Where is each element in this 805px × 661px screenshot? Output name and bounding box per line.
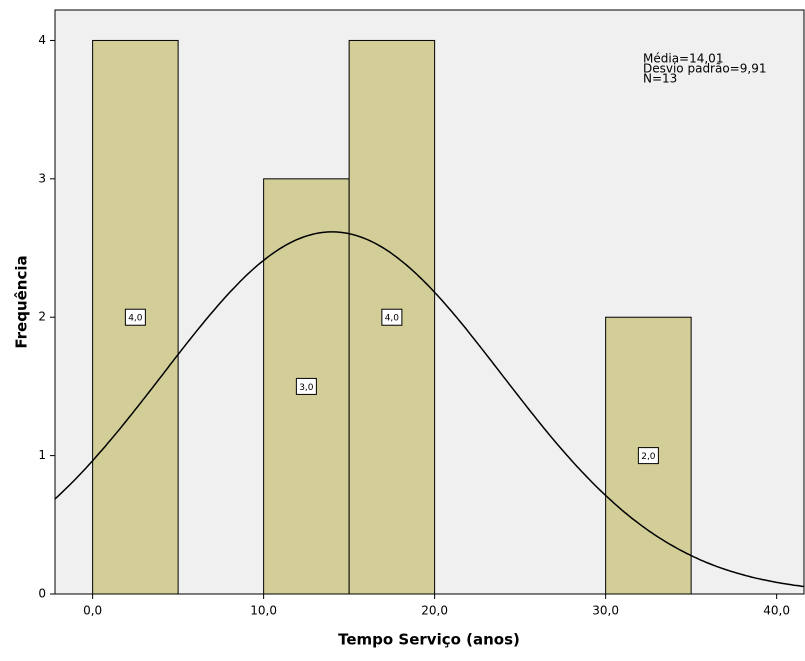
value-label-box [637,447,659,465]
y-tick-label: 1 [38,448,46,462]
value-label: 4,0 [128,314,143,324]
x-tick-label: 10,0 [250,604,277,618]
value-label: 3,0 [299,383,314,393]
value-label: 2,0 [641,452,656,462]
y-tick-label: 2 [38,310,46,324]
value-label-box [381,308,403,326]
annotation: Desvio padrão=9,91 [643,62,766,76]
x-tick-label: 20,0 [421,604,448,618]
x-tick-label: 0,0 [83,604,102,618]
normal-curve [54,231,805,588]
x-tick-label: 30,0 [592,604,619,618]
annotation: Média=14,01 [643,52,723,66]
value-label: 4,0 [385,314,400,324]
x-tick-label: 40,0 [763,604,790,618]
y-tick-label: 3 [38,171,46,185]
y-axis-label: Frequência [13,255,31,348]
value-label-box [124,308,146,326]
y-tick-label: 4 [38,33,46,47]
y-tick-label: 0 [38,587,46,601]
x-axis-label: Tempo Serviço (anos) [338,631,520,649]
annotation: N=13 [643,72,677,86]
value-label-box [295,377,317,395]
